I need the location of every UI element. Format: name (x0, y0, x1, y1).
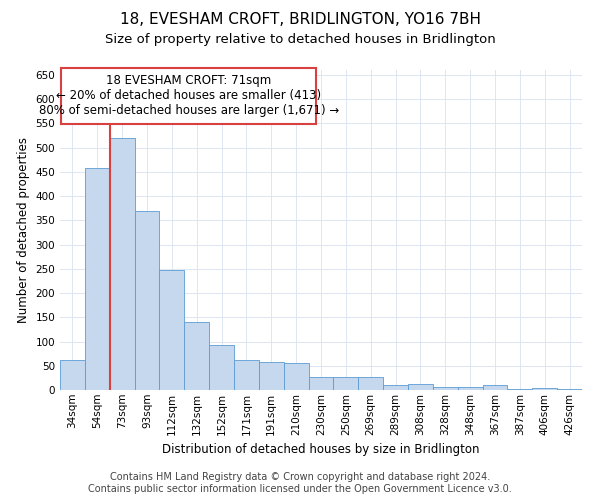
Text: 18 EVESHAM CROFT: 71sqm
← 20% of detached houses are smaller (413)
80% of semi-d: 18 EVESHAM CROFT: 71sqm ← 20% of detache… (38, 74, 339, 118)
Bar (209, 345, 234, 390)
Bar (383, 384, 408, 390)
Bar (308, 377, 334, 390)
Text: Size of property relative to detached houses in Bridlington: Size of property relative to detached ho… (104, 32, 496, 46)
Bar (284, 364, 308, 390)
Bar (358, 378, 383, 390)
X-axis label: Distribution of detached houses by size in Bridlington: Distribution of detached houses by size … (162, 443, 480, 456)
Bar (85, 168, 110, 390)
Text: 18, EVESHAM CROFT, BRIDLINGTON, YO16 7BH: 18, EVESHAM CROFT, BRIDLINGTON, YO16 7BH (119, 12, 481, 28)
Bar (482, 385, 508, 390)
Bar (408, 384, 433, 390)
Bar (134, 210, 160, 390)
Bar (508, 388, 532, 390)
Bar (61, 68, 316, 124)
Text: Contains HM Land Registry data © Crown copyright and database right 2024.
Contai: Contains HM Land Registry data © Crown c… (88, 472, 512, 494)
Y-axis label: Number of detached properties: Number of detached properties (17, 137, 30, 323)
Bar (433, 387, 458, 390)
Bar (532, 388, 557, 390)
Bar (259, 362, 284, 390)
Bar (160, 270, 184, 390)
Bar (60, 360, 85, 390)
Bar (334, 378, 358, 390)
Bar (458, 387, 482, 390)
Bar (234, 360, 259, 390)
Bar (557, 388, 582, 390)
Bar (110, 138, 134, 390)
Bar (184, 322, 209, 390)
